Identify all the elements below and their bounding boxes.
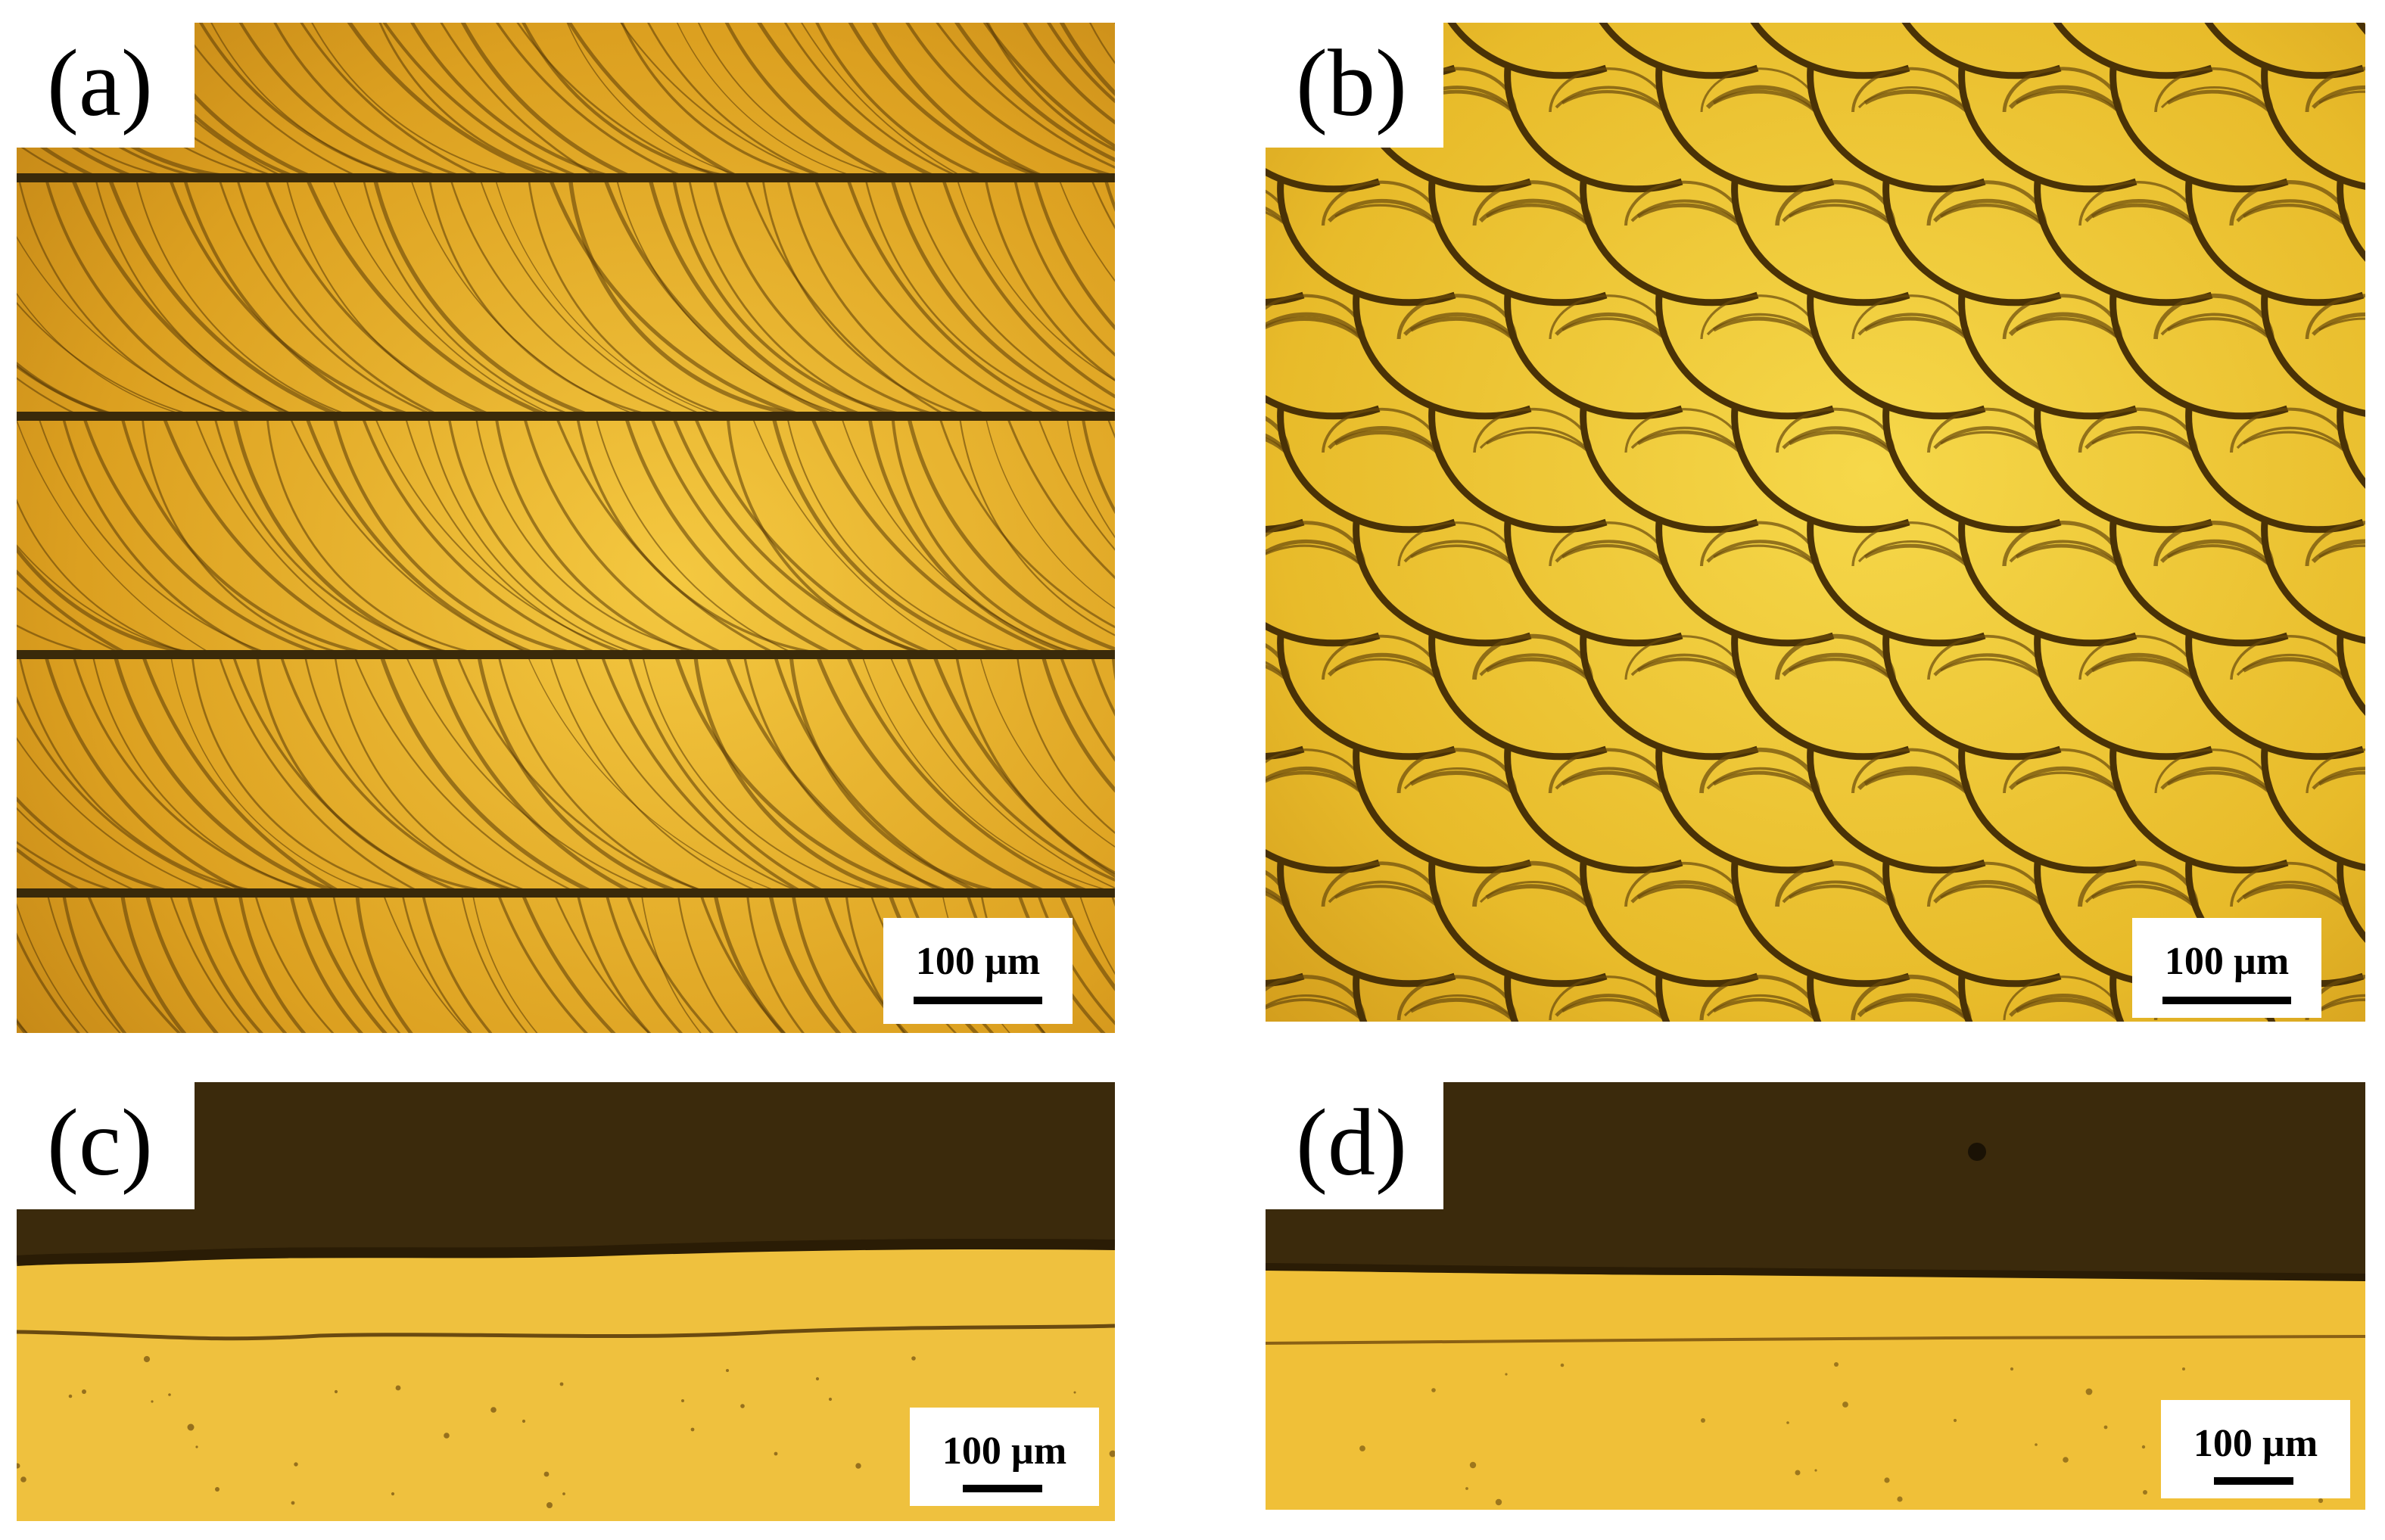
- panel-label-a: (a): [47, 31, 153, 136]
- scale-label-a: 100 µm: [915, 940, 1041, 983]
- micrograph-panel-d: (d) 100 µm: [1266, 1082, 2365, 1510]
- panel-label-box-c: (c): [17, 1082, 195, 1209]
- micrograph-a-image: [17, 23, 1115, 1033]
- micrograph-panel-b: (b) 100 µm: [1266, 23, 2365, 1022]
- scale-line-d: [2214, 1477, 2293, 1485]
- scale-bar-b: 100 µm: [2132, 918, 2321, 1018]
- scale-label-c: 100 µm: [942, 1430, 1067, 1473]
- panel-label-b: (b): [1296, 31, 1407, 136]
- panel-label-d: (d): [1296, 1090, 1407, 1196]
- scale-label-b: 100 µm: [2164, 940, 2290, 983]
- scale-bar-c: 100 µm: [910, 1408, 1099, 1506]
- micrograph-panel-a: (a) 100 µm: [17, 23, 1115, 1033]
- scale-line-b: [2162, 997, 2291, 1004]
- scale-line-c: [963, 1485, 1042, 1492]
- scale-bar-d: 100 µm: [2161, 1400, 2350, 1498]
- scale-label-d: 100 µm: [2193, 1422, 2318, 1465]
- panel-label-box-a: (a): [17, 23, 195, 148]
- micrograph-panel-c: (c) 100 µm: [17, 1082, 1115, 1521]
- micrograph-b-image: [1266, 23, 2365, 1022]
- panel-label-box-b: (b): [1266, 23, 1443, 148]
- scale-bar-a: 100 µm: [883, 918, 1073, 1024]
- scale-line-a: [914, 997, 1042, 1004]
- panel-label-box-d: (d): [1266, 1082, 1443, 1209]
- panel-label-c: (c): [47, 1090, 153, 1196]
